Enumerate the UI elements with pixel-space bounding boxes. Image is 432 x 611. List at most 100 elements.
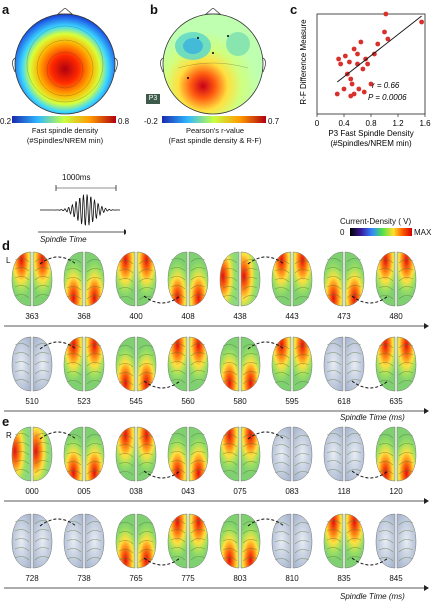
brain-map [167, 251, 209, 307]
brain-map [11, 513, 53, 569]
scatter-point [385, 36, 391, 42]
brain-map [115, 336, 157, 392]
brain-map [11, 336, 53, 392]
propagation-arrows [39, 341, 389, 389]
brain-map [63, 336, 105, 392]
brain-frame: 118 [322, 425, 366, 496]
scatter-point [347, 59, 352, 65]
time-label: 408 [181, 312, 195, 321]
brain-frame: 400 [114, 250, 158, 321]
brain-frame: 765 [114, 512, 158, 583]
panel-a-caption-line2: (#Spindles/NREM min) [26, 136, 104, 145]
scatter-point [382, 29, 387, 35]
panel-d-row1: 363 368 400 408 438 443 473 480 [0, 250, 432, 340]
scatter-point [348, 76, 354, 82]
brain-frame: 775 [166, 512, 210, 583]
scatter-point [371, 51, 377, 57]
panel-b-cbar-max: 0.7 [268, 117, 280, 126]
time-label: 363 [25, 312, 39, 321]
brain-frame: 443 [270, 250, 314, 321]
panel-e-row1: 000 005 038 043 075 083 118 120 [0, 425, 432, 515]
brain-frame: 560 [166, 335, 210, 406]
brain-frame: 803 [218, 512, 262, 583]
brain-map [63, 251, 105, 307]
spindle-duration-label: 1000ms [62, 173, 91, 182]
time-label: 560 [181, 397, 195, 406]
panel-d-label: d [2, 238, 10, 253]
time-label: 810 [285, 574, 299, 583]
scatter-point [351, 46, 357, 52]
brain-frame: 845 [374, 512, 418, 583]
brain-frame: 810 [270, 512, 314, 583]
time-label: 480 [389, 312, 403, 321]
scatter-point [383, 11, 389, 17]
time-label: 075 [233, 487, 247, 496]
brain-map [271, 513, 313, 569]
brain-frame: 005 [62, 425, 106, 496]
time-label: 618 [337, 397, 351, 406]
spindle-waveform [38, 185, 126, 235]
time-label: 118 [337, 487, 351, 496]
panel-b-caption-line2: (Fast spindle density & R-F) [168, 136, 262, 145]
brain-map [271, 251, 313, 307]
panel-a-label: a [2, 2, 10, 17]
propagation-arrows [39, 256, 389, 304]
x-tick-label: 1.2 [392, 119, 404, 128]
electrode-p3-marker: P3 [146, 94, 160, 104]
brain-frame: 738 [62, 512, 106, 583]
scatter-chart: R-F Difference Measure 0 0.4 0.8 1.2 1.6 r =… [299, 11, 431, 148]
brain-map [271, 426, 313, 482]
brain-frame: 728 [10, 512, 54, 583]
brain-map [11, 426, 53, 482]
brain-map [375, 336, 417, 392]
panel-b-caption-line1: Pearson's r-value [185, 126, 245, 135]
brain-map [115, 251, 157, 307]
stat-r: r = 0.66 [372, 81, 400, 90]
brain-map [219, 336, 261, 392]
brain-frame: 523 [62, 335, 106, 406]
time-label: 510 [25, 397, 39, 406]
brain-map [167, 336, 209, 392]
brain-map [219, 513, 261, 569]
brain-frame: 363 [10, 250, 54, 321]
panel-d-axis-label: Spindle Time (ms) [340, 413, 405, 422]
time-axis-arrow [4, 408, 429, 414]
panel-e-hemisphere: R [6, 431, 12, 440]
scatter-point [336, 56, 341, 62]
time-label: 120 [389, 487, 403, 496]
scatter-ylabel: R-F Difference Measure [299, 19, 308, 105]
x-tick-label: 1.6 [419, 119, 431, 128]
x-tick-label: 0.8 [365, 119, 377, 128]
time-label: 000 [25, 487, 39, 496]
brain-frame: 635 [374, 335, 418, 406]
stat-p: P = 0.0006 [368, 93, 407, 102]
time-label: 005 [77, 487, 91, 496]
time-label: 803 [233, 574, 247, 583]
time-label: 523 [77, 397, 91, 406]
scatter-point [334, 91, 340, 97]
brain-frame: 545 [114, 335, 158, 406]
brain-map [323, 336, 365, 392]
brain-frame: 580 [218, 335, 262, 406]
brain-map [11, 251, 53, 307]
time-label: 438 [233, 312, 247, 321]
current-density-colorbar [350, 228, 412, 236]
brain-map [375, 251, 417, 307]
panel-b-colorbar [162, 116, 266, 123]
panel-d-hemisphere: L [6, 256, 11, 265]
brain-map [63, 426, 105, 482]
time-label: 845 [389, 574, 403, 583]
brain-frame: 480 [374, 250, 418, 321]
time-label: 775 [181, 574, 195, 583]
brain-map [115, 426, 157, 482]
time-label: 038 [129, 487, 143, 496]
brain-map [167, 513, 209, 569]
scatter-point [365, 61, 371, 67]
scatter-point [360, 66, 366, 72]
panel-a-colorbar [12, 116, 116, 123]
scatter-point [358, 39, 364, 45]
time-label: 635 [389, 397, 403, 406]
panel-b-cbar-min: -0.2 [144, 117, 158, 126]
scatter-point [342, 53, 348, 59]
brain-map [323, 251, 365, 307]
